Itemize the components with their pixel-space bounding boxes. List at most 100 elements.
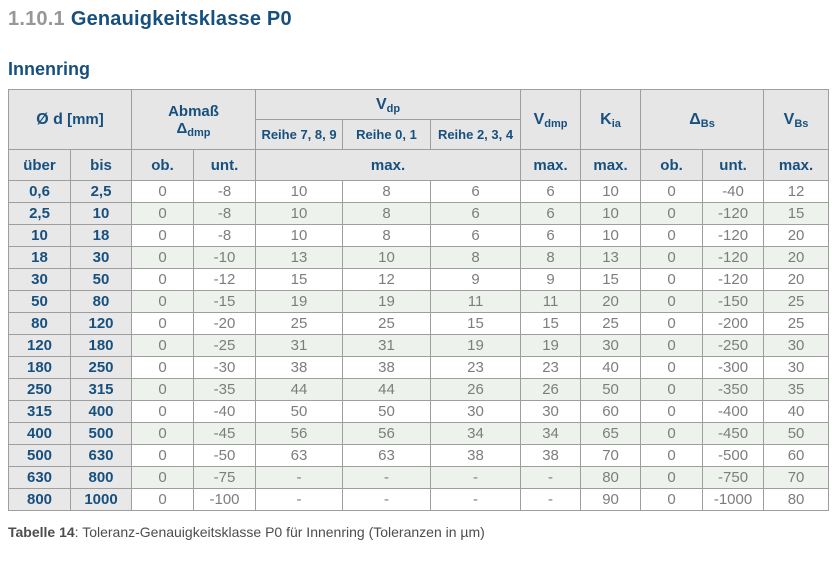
value-cell: 13 <box>255 246 344 269</box>
value-cell: -10 <box>193 246 257 269</box>
value-cell: -120 <box>702 246 765 269</box>
col-header-vdmp: Vdmp <box>520 89 582 150</box>
value-cell: 15 <box>430 312 522 335</box>
value-cell: 0 <box>640 444 704 467</box>
value-cell: -100 <box>193 488 257 511</box>
value-cell: 26 <box>520 378 582 401</box>
value-cell: 0 <box>131 356 195 379</box>
section-heading: 1.10.1 Genauigkeitsklasse P0 <box>8 6 828 32</box>
value-cell: 34 <box>520 422 582 445</box>
diameter-cell: 500 <box>8 444 71 467</box>
value-cell: 30 <box>763 334 830 357</box>
table-row: 315 400 0 -40 50 50 30 30 60 0 -400 40 <box>8 400 830 423</box>
diameter-cell: 400 <box>8 422 71 445</box>
value-cell: 0 <box>640 268 704 291</box>
value-cell: 23 <box>520 356 582 379</box>
value-cell: 20 <box>763 224 830 247</box>
value-cell: 25 <box>763 290 830 313</box>
value-cell: 30 <box>763 356 830 379</box>
value-cell: -150 <box>702 290 765 313</box>
value-cell: -300 <box>702 356 765 379</box>
value-cell: 35 <box>763 378 830 401</box>
diameter-cell: 800 <box>8 488 71 511</box>
value-cell: 0 <box>640 466 704 489</box>
value-cell: 9 <box>430 268 522 291</box>
value-cell: 0 <box>131 444 195 467</box>
value-cell: 50 <box>580 378 642 401</box>
value-cell: 0 <box>131 488 195 511</box>
col-header-max-vbs: max. <box>763 149 830 181</box>
value-cell: 15 <box>580 268 642 291</box>
value-cell: - <box>430 466 522 489</box>
value-cell: 70 <box>763 466 830 489</box>
diameter-cell: 0,6 <box>8 180 71 203</box>
value-cell: 10 <box>342 246 432 269</box>
value-cell: 8 <box>520 246 582 269</box>
table-caption-label: Tabelle 14 <box>8 524 75 540</box>
col-header-kia: Kia <box>580 89 642 150</box>
value-cell: 19 <box>430 334 522 357</box>
value-cell: 38 <box>520 444 582 467</box>
value-cell: 40 <box>763 400 830 423</box>
diameter-cell: 120 <box>8 334 71 357</box>
value-cell: 30 <box>430 400 522 423</box>
value-cell: -120 <box>702 202 765 225</box>
value-cell: 60 <box>763 444 830 467</box>
diameter-cell: 630 <box>8 466 71 489</box>
value-cell: 11 <box>520 290 582 313</box>
value-cell: 19 <box>342 290 432 313</box>
diameter-cell: 500 <box>69 422 133 445</box>
diameter-cell: 400 <box>69 400 133 423</box>
value-cell: - <box>520 488 582 511</box>
value-cell: -8 <box>193 180 257 203</box>
value-cell: -8 <box>193 224 257 247</box>
value-cell: -350 <box>702 378 765 401</box>
diameter-cell: 30 <box>8 268 71 291</box>
value-cell: -15 <box>193 290 257 313</box>
col-header-reihe-789: Reihe 7, 8, 9 <box>255 119 344 150</box>
value-cell: 0 <box>640 378 704 401</box>
value-cell: 0 <box>131 422 195 445</box>
diameter-cell: 50 <box>69 268 133 291</box>
value-cell: -750 <box>702 466 765 489</box>
value-cell: 60 <box>580 400 642 423</box>
diameter-cell: 250 <box>8 378 71 401</box>
value-cell: 12 <box>763 180 830 203</box>
value-cell: 20 <box>580 290 642 313</box>
value-cell: 6 <box>520 202 582 225</box>
table-row: 500 630 0 -50 63 63 38 38 70 0 -500 60 <box>8 444 830 467</box>
value-cell: 0 <box>640 246 704 269</box>
value-cell: 26 <box>430 378 522 401</box>
diameter-cell: 50 <box>8 290 71 313</box>
value-cell: 30 <box>520 400 582 423</box>
col-header-ob-bs: ob. <box>640 149 704 181</box>
value-cell: -500 <box>702 444 765 467</box>
diameter-cell: 18 <box>69 224 133 247</box>
value-cell: 23 <box>430 356 522 379</box>
value-cell: - <box>342 488 432 511</box>
value-cell: -250 <box>702 334 765 357</box>
value-cell: -40 <box>702 180 765 203</box>
value-cell: 10 <box>255 180 344 203</box>
value-cell: 15 <box>520 312 582 335</box>
col-header-vdp: Vdp <box>255 89 522 120</box>
diameter-cell: 2,5 <box>8 202 71 225</box>
value-cell: 10 <box>580 202 642 225</box>
col-header-dbs: ΔBs <box>640 89 765 150</box>
table-row: 120 180 0 -25 31 31 19 19 30 0 -250 30 <box>8 334 830 357</box>
value-cell: -400 <box>702 400 765 423</box>
col-header-unt-bs: unt. <box>702 149 765 181</box>
value-cell: -45 <box>193 422 257 445</box>
value-cell: 38 <box>255 356 344 379</box>
col-header-max-vdmp: max. <box>520 149 582 181</box>
value-cell: - <box>255 466 344 489</box>
value-cell: 9 <box>520 268 582 291</box>
diameter-cell: 18 <box>8 246 71 269</box>
value-cell: -30 <box>193 356 257 379</box>
value-cell: -50 <box>193 444 257 467</box>
value-cell: 25 <box>763 312 830 335</box>
value-cell: 0 <box>640 224 704 247</box>
table-row: 50 80 0 -15 19 19 11 11 20 0 -150 25 <box>8 290 830 313</box>
diameter-cell: 80 <box>8 312 71 335</box>
